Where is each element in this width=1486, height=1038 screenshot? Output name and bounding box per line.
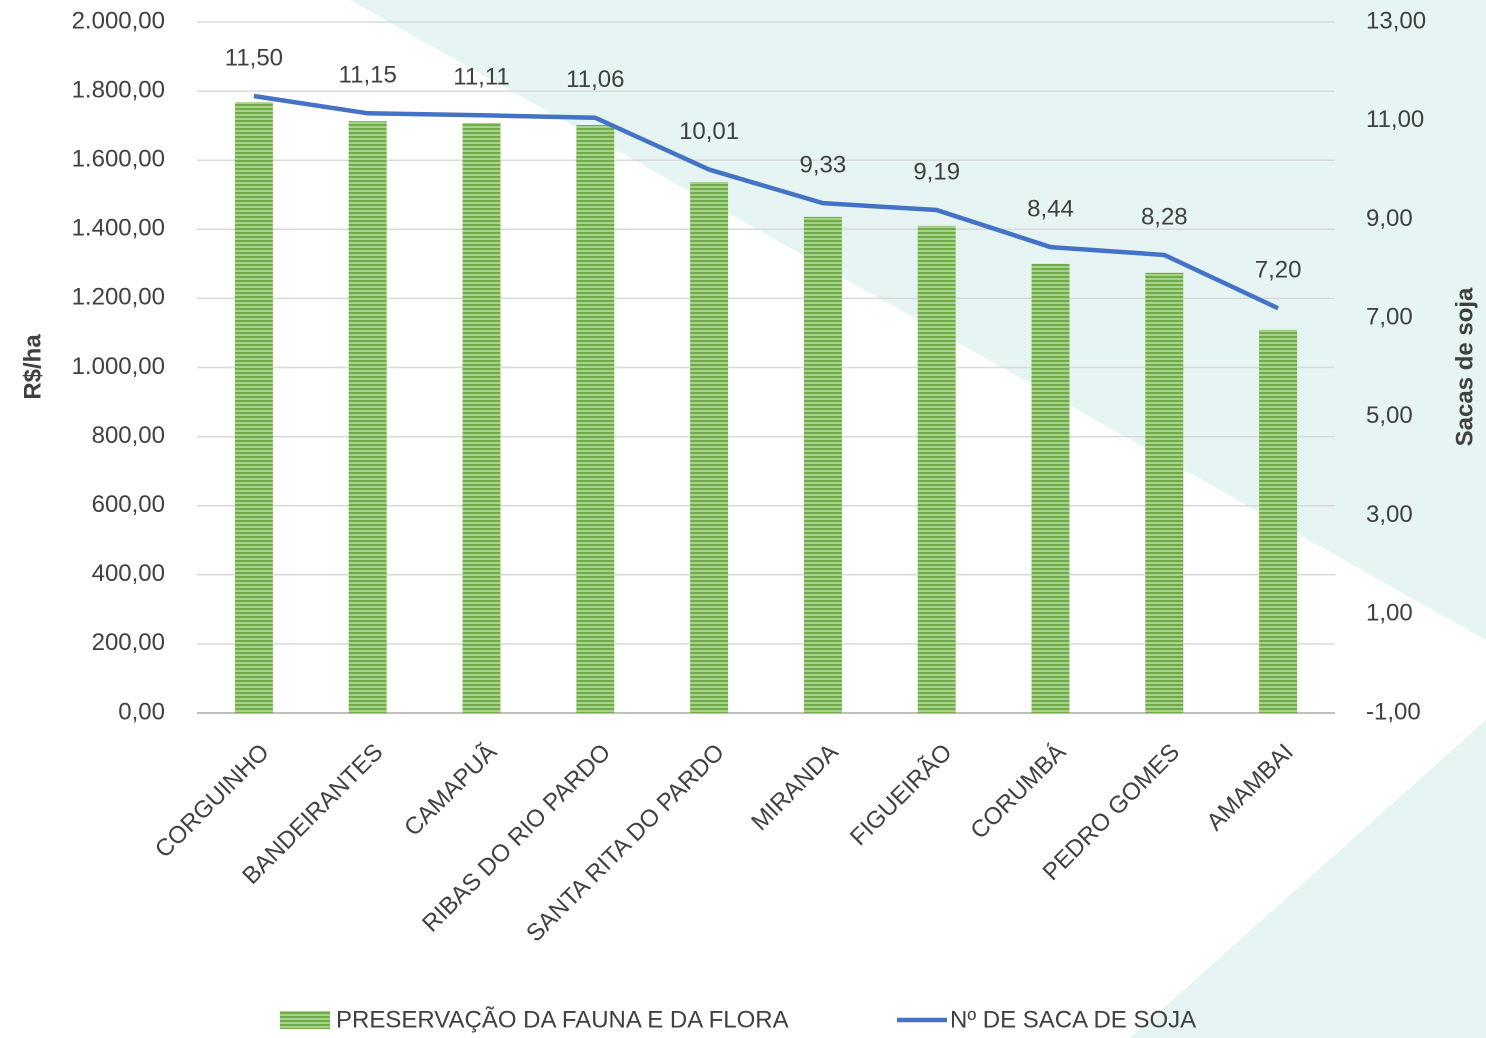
data-label: 8,28 [1141,203,1188,230]
y-tick-label: 0,00 [118,698,165,725]
y-tick-label: 1.000,00 [72,353,165,380]
bar [803,216,842,713]
x-tick-label: CORGUINHO [150,739,275,864]
y2-tick-label: 13,00 [1366,7,1426,34]
bar [462,122,501,714]
y-tick-label: 1.400,00 [72,215,165,242]
x-tick-label: FIGUEIRÃO [845,739,957,851]
bar [348,121,387,713]
y2-tick-label: -1,00 [1366,698,1421,725]
x-tick-label: CORUMBÁ [965,739,1071,845]
background-shape [1130,720,1486,1038]
bar [917,225,956,713]
bar [1259,329,1298,713]
line [253,93,1280,311]
data-label: 9,19 [913,158,960,185]
x-tick-label: AMAMBAI [1201,739,1298,836]
data-label: 9,33 [800,151,847,178]
x-tick-label: CAMAPUÃ [399,739,502,842]
y2-tick-label: 9,00 [1366,205,1413,232]
legend-swatch [280,1011,330,1029]
y2-tick-label: 3,00 [1366,501,1413,528]
y2-tick-label: 11,00 [1366,106,1424,133]
data-label: 11,06 [566,66,624,93]
bar [690,181,729,714]
y2-axis-title: Sacas de soja [1451,287,1478,446]
y-tick-label: 200,00 [92,629,165,656]
y-tick-label: 1.200,00 [72,284,165,311]
bar [576,124,615,714]
x-tick-label: SANTA RITA DO PARDO [521,739,730,948]
data-label: 11,15 [339,62,397,89]
legend-label: Nº DE SACA DE SOJA [950,1006,1196,1033]
y2-tick-label: 7,00 [1366,303,1413,330]
y2-tick-label: 5,00 [1366,402,1413,429]
y-tick-label: 600,00 [92,491,165,518]
y-axis-title: R$/ha [19,334,46,400]
bar [1031,263,1070,713]
x-tick-label: MIRANDA [746,739,843,836]
y2-tick-label: 1,00 [1366,600,1413,627]
data-label: 7,20 [1255,257,1302,284]
bar [1145,272,1184,713]
data-label: 10,01 [679,118,739,145]
data-label: 8,44 [1027,195,1074,222]
y-tick-label: 800,00 [92,422,165,449]
x-tick-label: RIBAS DO RIO PARDO [417,739,616,938]
legend-label: PRESERVAÇÃO DA FAUNA E DA FLORA [336,1006,789,1033]
y-tick-label: 400,00 [92,560,165,587]
data-label: 11,11 [453,64,510,91]
y-tick-label: 1.800,00 [72,76,165,103]
bar [234,102,273,713]
y-tick-label: 2.000,00 [72,7,165,34]
data-label: 11,50 [225,44,283,71]
y-tick-label: 1.600,00 [72,146,165,173]
